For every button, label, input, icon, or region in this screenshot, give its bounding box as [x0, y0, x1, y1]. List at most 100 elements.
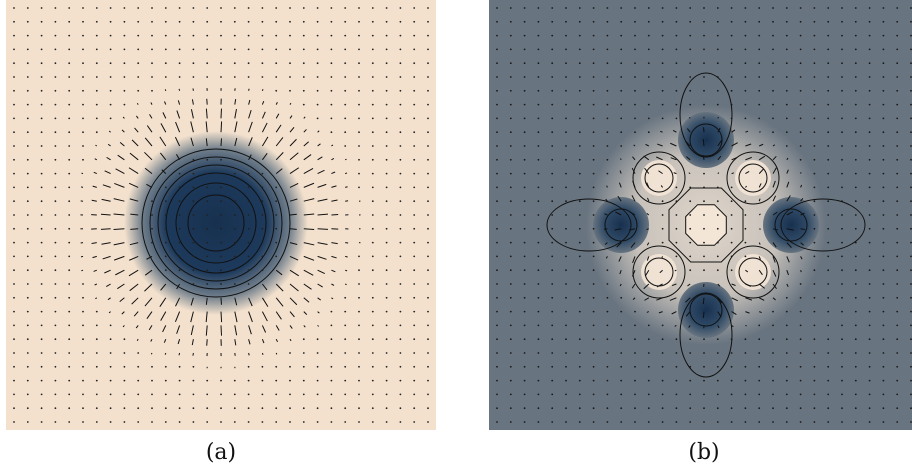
field-dot — [371, 324, 374, 327]
field-dot — [316, 89, 319, 92]
field-dot — [799, 131, 802, 134]
field-dot — [192, 269, 195, 272]
field-arrow — [162, 112, 167, 119]
field-dot — [82, 62, 84, 65]
field-dot — [523, 227, 526, 230]
field-arrow — [130, 213, 139, 216]
field-dot — [26, 338, 29, 341]
field-dot — [13, 200, 15, 203]
field-dot — [220, 393, 222, 396]
field-dot — [509, 186, 512, 189]
field-arrow — [144, 283, 153, 292]
field-dot — [206, 172, 209, 175]
field-dot — [82, 379, 84, 382]
field-dot — [385, 89, 388, 92]
field-dot — [620, 89, 623, 92]
field-dot — [523, 379, 526, 382]
field-dot — [606, 89, 609, 92]
field-dot — [206, 7, 209, 9]
field-dot — [413, 103, 416, 106]
field-dot — [13, 145, 15, 147]
field-arrow — [248, 352, 250, 356]
field-dot — [302, 421, 305, 423]
field-dot — [675, 421, 678, 423]
field-dot — [551, 241, 554, 244]
field-dot — [509, 241, 512, 244]
field-dot — [882, 145, 885, 147]
field-dot — [716, 62, 719, 65]
field-arrow — [91, 199, 97, 202]
field-dot — [813, 283, 816, 285]
field-dot — [26, 352, 29, 354]
field-dot — [233, 214, 236, 216]
field-dot — [13, 283, 15, 285]
field-dot — [123, 34, 126, 37]
field-arrow — [659, 269, 663, 274]
field-dot — [661, 393, 664, 396]
field-dot — [799, 379, 802, 382]
field-dot — [40, 407, 43, 410]
field-dot — [164, 200, 167, 203]
field-arrow — [289, 152, 299, 161]
field-dot — [896, 186, 899, 189]
field-dot — [26, 310, 29, 313]
field-dot — [758, 62, 761, 65]
field-dot — [344, 365, 347, 368]
field-arrow — [800, 242, 804, 246]
field-dot — [854, 407, 857, 410]
field-dot — [661, 117, 664, 120]
field-dot — [330, 393, 333, 396]
field-dot — [841, 227, 843, 230]
field-dot — [772, 62, 774, 65]
field-dot — [316, 421, 319, 423]
field-dot — [744, 227, 747, 230]
field-dot — [730, 407, 733, 410]
field-arrow — [205, 297, 208, 305]
field-dot — [716, 34, 719, 37]
field-dot — [813, 89, 816, 92]
field-arrow — [646, 256, 650, 261]
field-arrow — [645, 269, 650, 276]
field-dot — [344, 131, 347, 134]
field-dot — [565, 158, 567, 161]
field-arrow — [758, 155, 766, 161]
field-dot — [385, 255, 388, 258]
field-dot — [910, 283, 912, 285]
field-dot — [868, 48, 871, 51]
field-dot — [151, 89, 153, 92]
field-dot — [496, 200, 498, 203]
field-dot — [220, 241, 222, 244]
field-dot — [661, 338, 664, 341]
field-dot — [344, 296, 347, 299]
field-arrow — [331, 297, 334, 300]
field-dot — [841, 117, 843, 120]
field-arrow — [616, 242, 622, 248]
field-dot — [703, 186, 705, 189]
field-dot — [344, 145, 347, 147]
field-dot — [523, 283, 526, 285]
field-dot — [302, 103, 305, 106]
field-dot — [330, 89, 333, 92]
field-arrow — [101, 198, 111, 202]
field-arrow — [604, 242, 608, 245]
field-dot — [509, 34, 512, 37]
field-dot — [54, 379, 57, 382]
field-dot — [910, 379, 912, 382]
field-arrow — [131, 139, 139, 147]
field-dot — [233, 20, 236, 23]
field-dot — [509, 365, 512, 368]
field-dot — [758, 379, 761, 382]
field-dot — [813, 131, 816, 134]
field-dot — [109, 117, 112, 120]
field-dot — [772, 407, 774, 410]
field-dot — [565, 186, 567, 189]
field-arrow — [131, 297, 139, 305]
field-dot — [26, 89, 29, 92]
field-dot — [896, 145, 899, 147]
field-dot — [95, 89, 98, 92]
field-arrow — [164, 89, 167, 91]
field-dot — [551, 379, 554, 382]
field-arrow — [92, 255, 97, 259]
field-dot — [827, 379, 830, 382]
field-arrow — [248, 110, 252, 119]
